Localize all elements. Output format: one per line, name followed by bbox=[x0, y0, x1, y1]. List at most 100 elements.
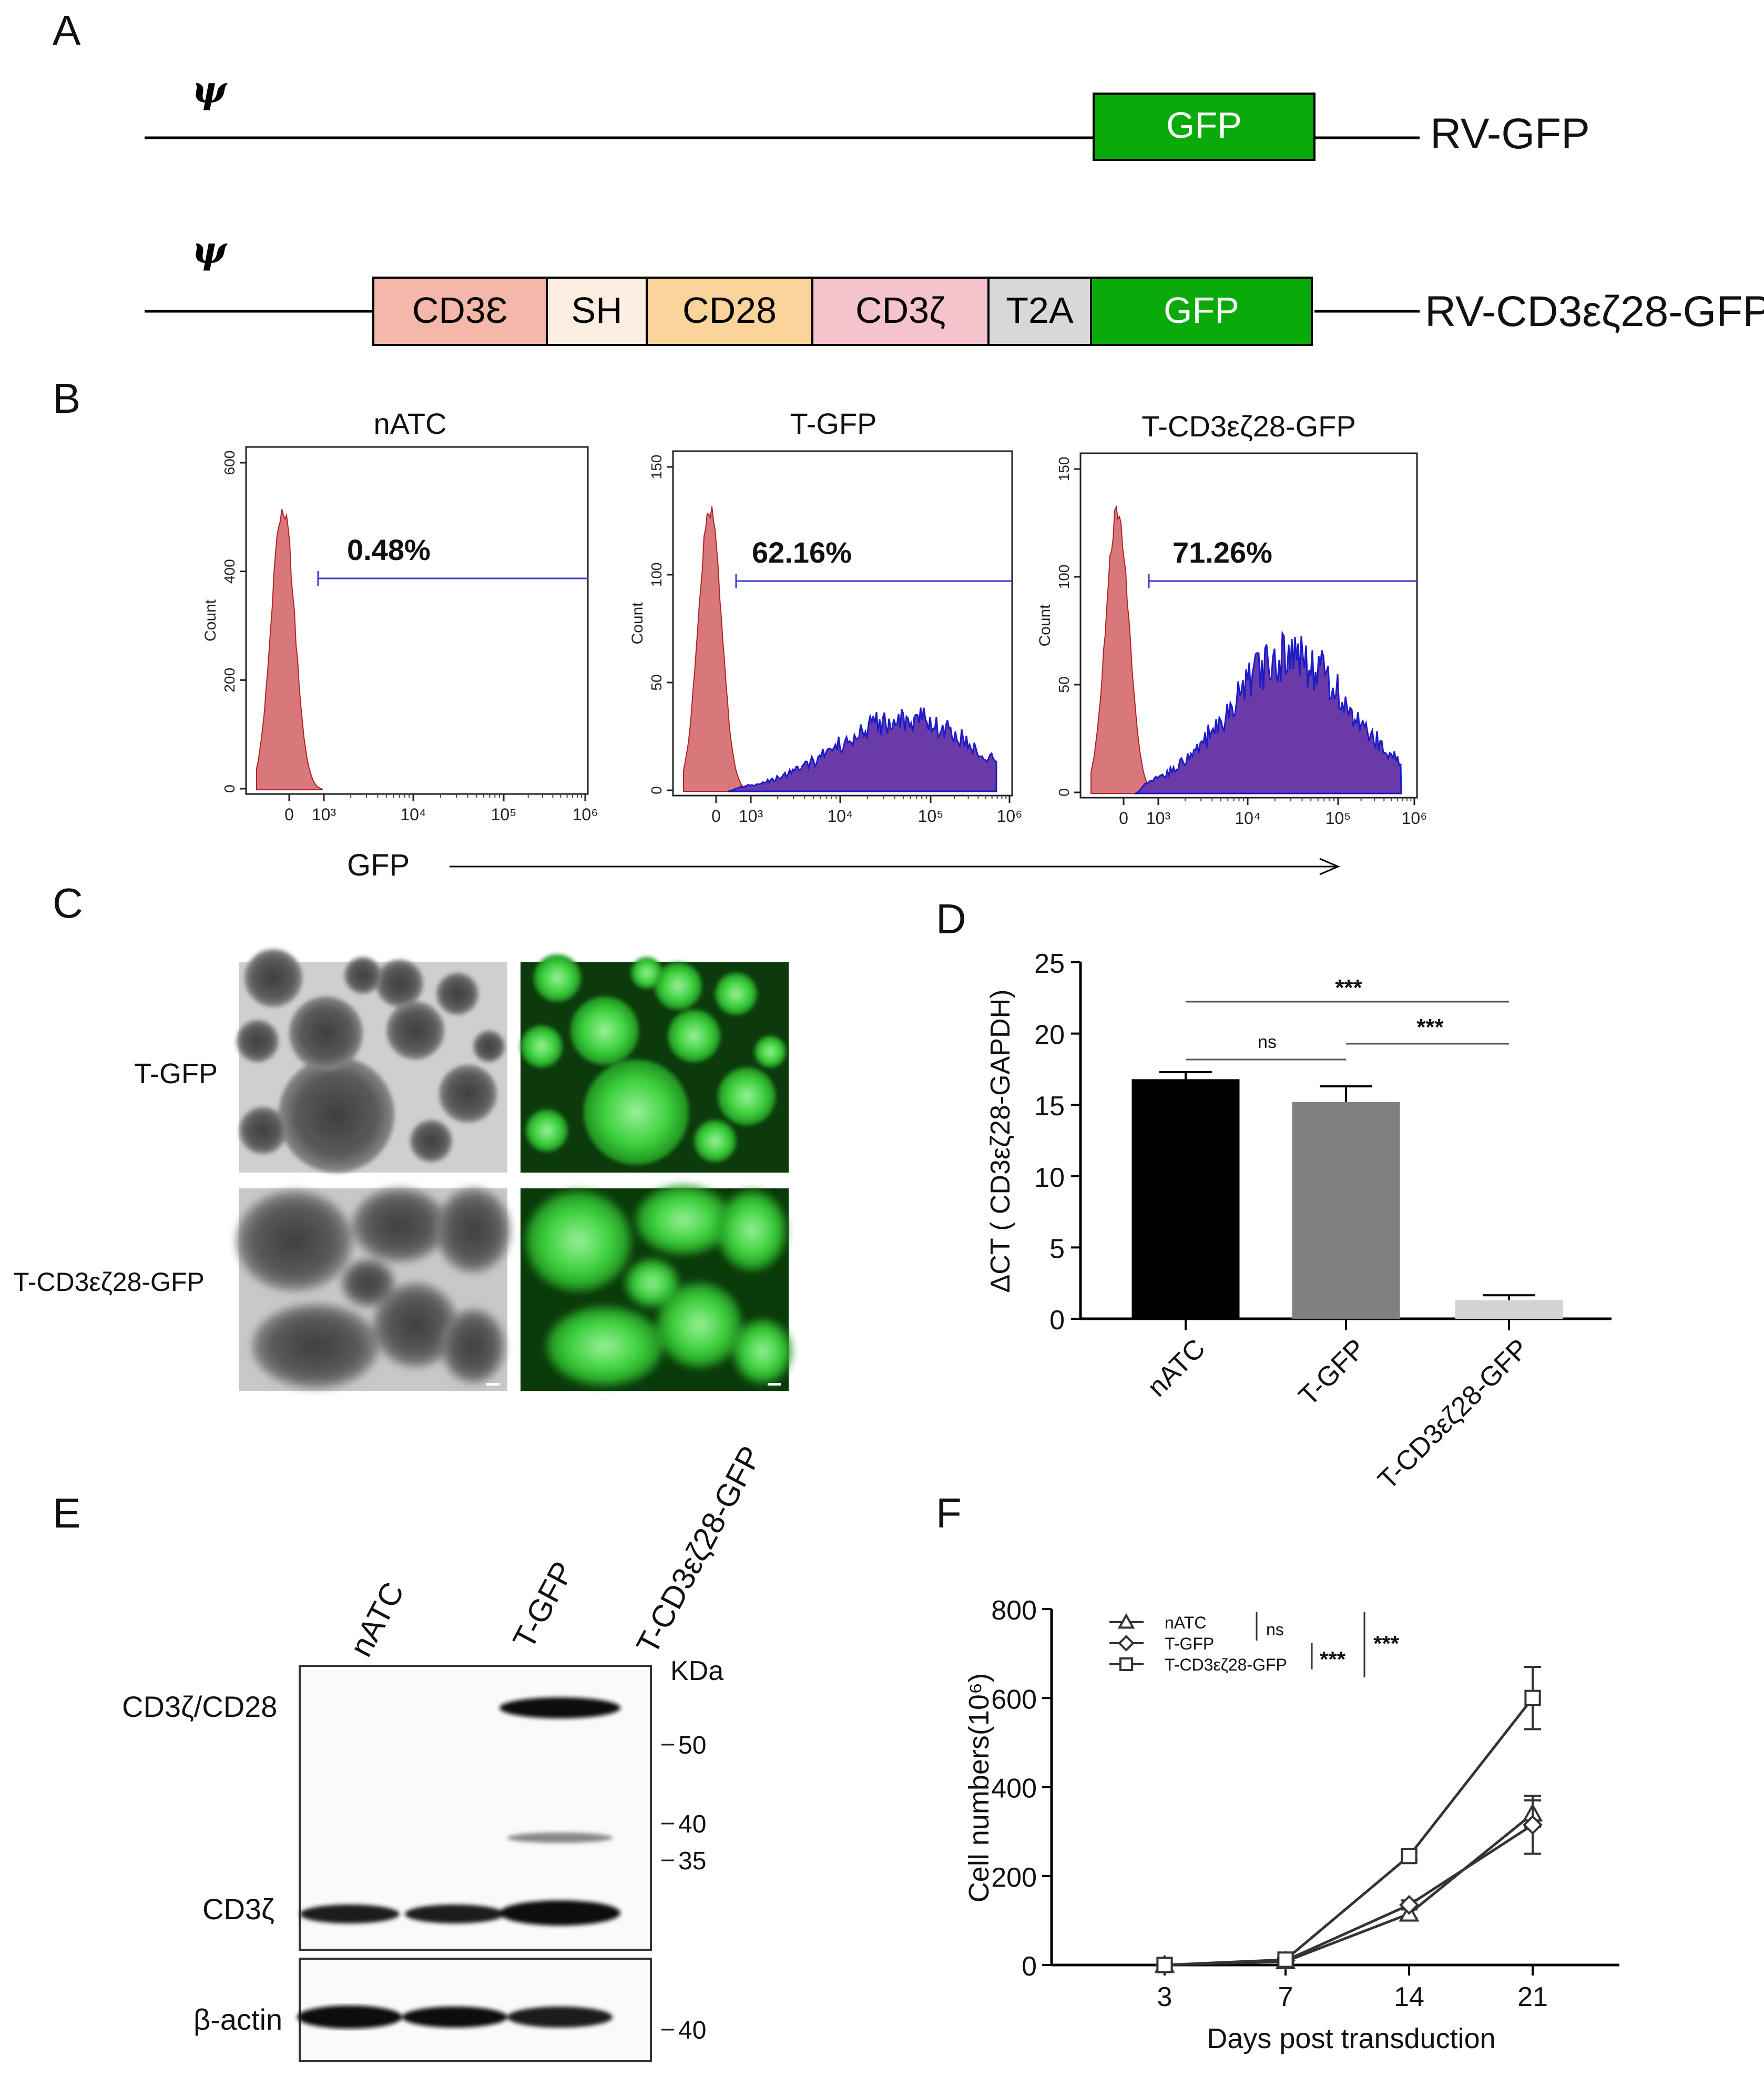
line-marker-triangle bbox=[1117, 1613, 1135, 1629]
band-actin-lane3 bbox=[507, 2007, 613, 2028]
panel-letter-f: F bbox=[936, 1490, 962, 1536]
fluorescence-image-2 bbox=[521, 1186, 791, 1391]
line-x-axis-label: Days post transduction bbox=[1207, 2023, 1495, 2054]
flow-x-tick-label: 10⁵ bbox=[918, 807, 944, 826]
flow-y-tick-label: 150 bbox=[648, 455, 665, 480]
band-label-actin: β-actin bbox=[193, 2003, 282, 2036]
segment-cd28-box bbox=[646, 277, 813, 346]
flow-x-tick-label: 10⁶ bbox=[573, 805, 598, 824]
segment-sh-box bbox=[546, 277, 648, 346]
flow-y-tick-label: 50 bbox=[1056, 676, 1072, 693]
segment-label: GFP bbox=[1164, 290, 1239, 331]
line-marker-diamond bbox=[1399, 1895, 1419, 1915]
flow-x-tick-label: 10³ bbox=[1146, 809, 1171, 828]
microscopy-panel: T-GFP T-CD3εζ28-GFP bbox=[13, 949, 791, 1391]
flow-y-tick-label: 150 bbox=[1056, 457, 1072, 482]
flow-y-axis-label: Count bbox=[202, 599, 219, 642]
psi-symbol-1: ψ bbox=[192, 68, 228, 111]
brightfield-image-2 bbox=[237, 1188, 510, 1391]
segment-label: CD3Ɛ bbox=[412, 290, 508, 331]
flow-negative-peak bbox=[256, 509, 324, 790]
band-faint-lane3 bbox=[507, 1832, 613, 1843]
bar-x-tick-label: T-GFP bbox=[1293, 1333, 1371, 1411]
line-marker-diamond bbox=[1118, 1635, 1135, 1652]
panel-letter-d: D bbox=[936, 895, 966, 942]
segment-label: T2A bbox=[1006, 290, 1074, 331]
brightfield-image-1 bbox=[237, 949, 507, 1173]
panel-letter-c: C bbox=[53, 880, 83, 926]
line-x-tick-label: 7 bbox=[1278, 1982, 1293, 2012]
flow-x-tick-label: 10⁴ bbox=[827, 807, 853, 826]
segment-t2a-box bbox=[987, 277, 1092, 346]
flow-cytometry-panel: nATC 0 200 400 600 Count 0 10³ 10⁴ 10⁵ 10⁶ 0.48% T-G… bbox=[202, 407, 1427, 828]
flow-positive-peak bbox=[728, 707, 997, 792]
legend-label: nATC bbox=[1165, 1613, 1206, 1632]
flow-x-tick-label: 10³ bbox=[312, 805, 337, 824]
line-marker-diamond bbox=[1523, 1815, 1543, 1835]
legend-sig-label-1: ns bbox=[1266, 1620, 1284, 1639]
flow-title: nATC bbox=[374, 407, 447, 440]
flow-x-tick-label: 10³ bbox=[739, 807, 763, 826]
flow-y-tick-label: 0 bbox=[221, 785, 238, 793]
bar-x-tick-label: nATC bbox=[1141, 1333, 1211, 1402]
flow-x-tick-label: 10⁴ bbox=[1235, 809, 1260, 828]
flow-positive-peak bbox=[1133, 630, 1402, 795]
band-cd3z-lane2 bbox=[405, 1905, 505, 1923]
segment-label: CD3ζ bbox=[855, 290, 945, 331]
flow-x-axis-label: GFP bbox=[347, 848, 410, 882]
band-cd3z-lane3 bbox=[499, 1900, 620, 1926]
flow-x-tick-label: 10⁵ bbox=[1325, 809, 1351, 828]
flow-plot-frame bbox=[245, 446, 589, 795]
flow-y-tick-label: 100 bbox=[648, 563, 665, 587]
panel-letter-e: E bbox=[53, 1490, 80, 1536]
flow-x-tick-label: 0 bbox=[711, 807, 721, 826]
marker-50: 50 bbox=[678, 1732, 706, 1759]
flow-y-tick-label: 100 bbox=[1056, 565, 1072, 589]
micro-row-label-1: T-GFP bbox=[134, 1058, 218, 1090]
line-marker-square bbox=[1156, 1957, 1173, 1973]
flow-y-tick-label: 50 bbox=[648, 674, 665, 690]
bar-y-tick-label: 20 bbox=[1034, 1020, 1065, 1051]
segment-label: SH bbox=[571, 290, 622, 331]
line-marker-square bbox=[1524, 1689, 1541, 1706]
bar-y-tick-label: 10 bbox=[1034, 1163, 1065, 1193]
line-series-path bbox=[1164, 1824, 1534, 1967]
bar-2 bbox=[1455, 1300, 1563, 1319]
bar-1 bbox=[1292, 1102, 1400, 1319]
flow-y-tick-label: 0 bbox=[648, 786, 665, 795]
micro-row-label-2: T-CD3εζ28-GFP bbox=[13, 1267, 205, 1297]
bar-0 bbox=[1131, 1079, 1240, 1319]
flow-title: T-GFP bbox=[790, 407, 877, 440]
flow-y-tick-label: 0 bbox=[1056, 788, 1072, 797]
panel-letter-a: A bbox=[53, 7, 81, 54]
bar-x-tick-label: T-CD3εζ28-GFP bbox=[1372, 1333, 1535, 1495]
flow-gate-percent: 62.16% bbox=[752, 536, 852, 569]
band-label-cd3z: CD3ζ bbox=[202, 1892, 274, 1926]
kda-label: KDa bbox=[670, 1656, 723, 1686]
bar-y-tick-label: 15 bbox=[1034, 1091, 1065, 1122]
flow-y-tick-label: 200 bbox=[221, 668, 238, 693]
bar-significance-label: *** bbox=[1335, 975, 1362, 1001]
legend-sig-label-3: *** bbox=[1373, 1631, 1400, 1656]
growth-line-chart: 0 200 400 600 800 3 7 14 21 Days post transductio… bbox=[963, 1595, 1619, 2054]
segment-label: CD28 bbox=[682, 290, 777, 331]
segment-gfp-box bbox=[1090, 277, 1313, 346]
flow-x-tick-label: 0 bbox=[284, 805, 294, 824]
segment-gfp-1 bbox=[1093, 93, 1316, 161]
marker-35: 35 bbox=[678, 1847, 706, 1875]
line-y-tick-label: 0 bbox=[1022, 1951, 1037, 1982]
line-y-tick-label: 800 bbox=[991, 1595, 1037, 1626]
line-marker-square bbox=[1277, 1951, 1294, 1968]
flow-x-tick-label: 10⁵ bbox=[491, 805, 517, 824]
flow-title: T-CD3εζ28-GFP bbox=[1141, 410, 1356, 443]
band-actin-lane1 bbox=[297, 2005, 402, 2029]
band-label-cd3z-cd28: CD3ζ/CD28 bbox=[122, 1690, 277, 1723]
band-actin-lane2 bbox=[402, 2007, 507, 2028]
bar-significance-label: *** bbox=[1416, 1014, 1444, 1040]
flow-y-tick-label: 600 bbox=[221, 451, 238, 475]
band-cd3z-cd28-lane3 bbox=[499, 1697, 620, 1718]
legend-label: T-CD3εζ28-GFP bbox=[1165, 1655, 1287, 1674]
bar-y-tick-label: 25 bbox=[1034, 949, 1065, 979]
band-cd3z-lane1 bbox=[300, 1905, 400, 1923]
